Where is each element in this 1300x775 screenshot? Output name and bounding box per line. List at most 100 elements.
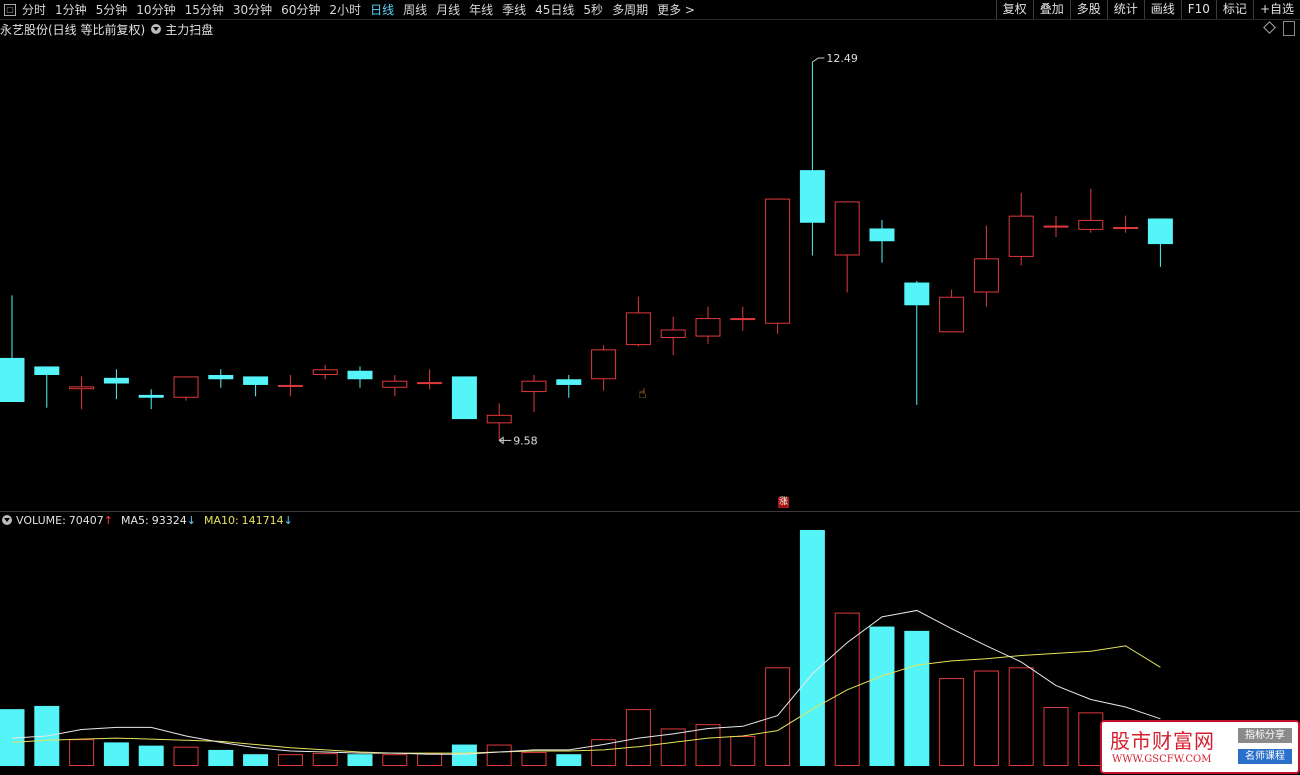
candle-body <box>173 376 199 398</box>
volume-bar <box>799 530 825 766</box>
panel-divider[interactable] <box>0 511 1300 512</box>
candle-body <box>277 384 303 387</box>
period-tab[interactable]: 年线 <box>469 3 494 17</box>
candle-body <box>939 296 965 333</box>
ma5-down-arrow-icon: ↓ <box>186 513 196 527</box>
candle-body <box>799 170 825 223</box>
volume-bar <box>521 752 547 767</box>
ma5-value: 93324 <box>151 513 187 527</box>
candle-body <box>730 318 756 321</box>
volume-bar <box>243 754 269 766</box>
watermark-logo: 股市财富网 WWW.GSCFW.COM 指标分享 名师课程 <box>1100 720 1300 774</box>
period-tab[interactable]: 30分钟 <box>232 3 273 17</box>
volume-bar <box>69 739 95 767</box>
volume-up-arrow-icon: ↑ <box>103 513 113 527</box>
toolbar-button[interactable]: 复权 <box>995 0 1033 19</box>
toolbar-button[interactable]: 叠加 <box>1032 0 1070 19</box>
candle-body <box>486 414 512 424</box>
period-tab[interactable]: 10分钟 <box>136 3 176 17</box>
period-tab[interactable]: 周线 <box>403 3 428 17</box>
volume-bar <box>556 754 582 766</box>
ma10-down-arrow-icon: ↓ <box>283 513 293 527</box>
period-toolbar: ▢ 分时 1分钟 5分钟 10分钟 15分钟 30分钟 60分钟 2小时 日线 周线 月线 年线 季线 4… <box>0 0 1300 20</box>
volume-header: VOLUME: 70407 ↑ MA5: 93324 ↓ MA10: 14171… <box>0 512 301 528</box>
hand-cursor-icon: ☝ <box>638 386 647 402</box>
candle-body <box>208 374 234 380</box>
period-tab[interactable]: 2小时 <box>329 3 362 17</box>
candle-body <box>1078 219 1104 230</box>
volume-dropdown-icon[interactable] <box>2 515 12 525</box>
toolbar-button[interactable]: 标记 <box>1215 0 1253 19</box>
candle-body <box>347 370 373 380</box>
candle-body <box>103 377 129 384</box>
period-tab[interactable]: 日线 <box>370 3 395 17</box>
period-tab[interactable]: 5秒 <box>583 3 604 17</box>
chart-title-bar: 永艺股份(日线 等比前复权) 主力扫盘 <box>0 20 213 38</box>
candle-body <box>660 329 686 339</box>
toolbar-button[interactable]: 多股 <box>1069 0 1107 19</box>
high-price-label: 12.49 <box>826 52 858 65</box>
period-tab[interactable]: 更多 > <box>657 3 695 17</box>
watermark-url: WWW.GSCFW.COM <box>1112 754 1212 765</box>
volume-bar <box>347 754 373 766</box>
volume-bar <box>939 678 965 767</box>
toolbar-button[interactable]: 统计 <box>1106 0 1144 19</box>
candle-body <box>382 380 408 388</box>
period-tab[interactable]: 15分钟 <box>184 3 224 17</box>
ma5-line <box>11 609 1161 755</box>
candle-body <box>0 357 25 403</box>
candle-body <box>451 376 477 420</box>
toolbar-button[interactable]: +自选 <box>1252 0 1300 19</box>
candle-body <box>69 386 95 390</box>
period-tab[interactable]: 5分钟 <box>95 3 128 17</box>
period-tab[interactable]: 60分钟 <box>281 3 321 17</box>
ma10-line <box>11 645 1161 754</box>
candle-body <box>591 349 617 380</box>
volume-bar <box>591 739 617 767</box>
candle-body <box>695 318 721 337</box>
volume-bar <box>138 745 164 766</box>
candle-body <box>625 312 651 346</box>
candle-body <box>973 258 999 293</box>
volume-bar <box>173 746 199 767</box>
candle-body <box>1043 225 1069 228</box>
period-tab[interactable]: 45日线 <box>535 3 575 17</box>
candle-body <box>243 376 269 385</box>
candle-body <box>904 282 930 306</box>
high-pointer-icon <box>812 57 825 63</box>
volume-bar <box>765 667 791 766</box>
volume-bar <box>451 744 477 766</box>
right-toolbar: 复权 叠加 多股 统计 画线 F10 标记 +自选 <box>995 0 1300 19</box>
volume-bar <box>312 753 338 766</box>
watermark-tag-course: 名师课程 <box>1238 749 1292 764</box>
toolbar-button[interactable]: 画线 <box>1143 0 1181 19</box>
ma10-label: MA10: <box>203 513 239 527</box>
rise-badge: 涨 <box>778 497 789 508</box>
candle-body <box>417 382 443 385</box>
period-tab[interactable]: 1分钟 <box>55 3 87 17</box>
volume-bar <box>973 670 999 767</box>
period-tab[interactable]: 分时 <box>22 3 47 17</box>
period-tab[interactable]: 季线 <box>502 3 527 17</box>
stock-title: 永艺股份(日线 等比前复权) <box>0 22 146 37</box>
indicator-dropdown-icon[interactable] <box>151 24 162 34</box>
volume-bar <box>486 744 512 767</box>
volume-bar <box>660 728 686 766</box>
volume-bar <box>1043 707 1069 766</box>
candle-body <box>1113 227 1139 230</box>
candle-body <box>521 380 547 393</box>
toolbar-button[interactable]: F10 <box>1180 0 1216 19</box>
side-panel-toggle[interactable] <box>1283 21 1295 36</box>
period-tab[interactable]: 多周期 <box>612 3 649 17</box>
watermark-title: 股市财富网 <box>1110 729 1215 753</box>
candle-body <box>1008 215 1034 257</box>
candle-body <box>834 201 860 256</box>
volume-bar <box>904 630 930 766</box>
menu-icon[interactable]: ▢ <box>4 3 16 16</box>
period-list: 分时 1分钟 5分钟 10分钟 15分钟 30分钟 60分钟 2小时 日线 周线 月线 年线 季线 45日… <box>22 1 704 18</box>
indicator-name[interactable]: 主力扫盘 <box>165 22 214 37</box>
candle-body <box>138 394 164 398</box>
period-tab[interactable]: 月线 <box>436 3 461 17</box>
volume-bar <box>730 735 756 766</box>
